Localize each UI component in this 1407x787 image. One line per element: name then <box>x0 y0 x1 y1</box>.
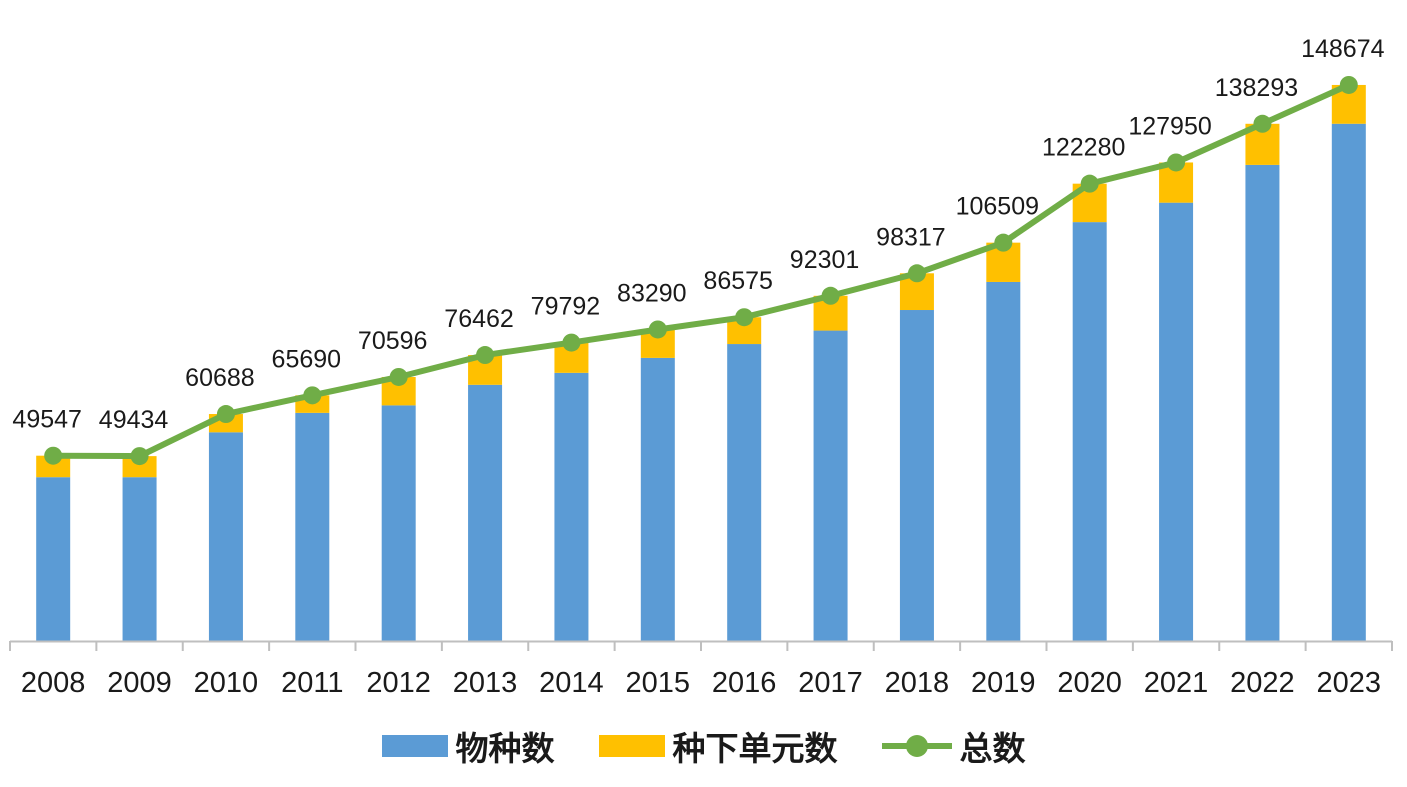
legend-swatch-infraspecific <box>598 735 665 757</box>
x-tick-label-2012: 2012 <box>366 667 431 699</box>
legend-line-total <box>881 732 952 760</box>
total-marker-2017 <box>821 286 840 305</box>
x-tick-label-2022: 2022 <box>1230 667 1295 699</box>
bar-species-2017 <box>813 330 848 641</box>
legend-item-infraspecific: 种下单元数 <box>598 722 838 770</box>
total-marker-2009 <box>130 447 149 466</box>
data-label-2013: 76462 <box>444 305 514 333</box>
data-label-2019: 106509 <box>956 193 1039 221</box>
x-tick-label-2011: 2011 <box>281 667 343 699</box>
data-label-2016: 86575 <box>703 267 773 295</box>
data-label-2011: 65690 <box>272 345 342 373</box>
bar-infraspecific-2008 <box>36 455 71 478</box>
data-label-2021: 127950 <box>1128 112 1211 140</box>
bar-species-2009 <box>122 477 157 641</box>
data-label-2014: 79792 <box>531 293 601 321</box>
data-label-2017: 92301 <box>790 246 860 274</box>
bar-species-2015 <box>640 357 675 641</box>
data-label-2012: 70596 <box>358 327 428 355</box>
x-axis: 2008 2009 2010 2011 2012 2013 2014 2015 2016 2017… <box>9 640 1393 699</box>
total-marker-2020 <box>1080 174 1099 193</box>
data-label-2015: 83290 <box>617 279 687 307</box>
bar-species-2020 <box>1072 222 1107 641</box>
x-tick-label-2014: 2014 <box>539 667 604 699</box>
bar-species-2022 <box>1245 164 1280 641</box>
x-tick-label-2015: 2015 <box>626 667 691 699</box>
bar-infraspecific-2009 <box>122 456 157 478</box>
x-tick-label-2013: 2013 <box>453 667 518 699</box>
legend-swatch-species <box>381 735 448 757</box>
x-tick-label-2018: 2018 <box>885 667 950 699</box>
total-marker-2012 <box>389 367 408 386</box>
total-marker-2016 <box>735 308 754 327</box>
total-marker-2019 <box>994 233 1013 252</box>
bar-species-2013 <box>468 384 503 641</box>
legend-item-total: 总数 <box>881 722 1026 770</box>
bar-species-2019 <box>986 281 1021 641</box>
bar-species-2012 <box>381 405 416 641</box>
data-label-layer: 49547 49434 60688 65690 70596 76462 79792 83290… <box>12 35 1384 434</box>
bar-species-2010 <box>208 432 243 641</box>
stacked-bar-line-chart: 2008 2009 2010 2011 2012 2013 2014 2015 2016 2017… <box>9 35 1393 699</box>
data-label-2022: 138293 <box>1215 74 1298 102</box>
data-label-2020: 122280 <box>1042 134 1125 162</box>
x-tick-label-2021: 2021 <box>1144 667 1209 699</box>
x-tick-label-2010: 2010 <box>194 667 259 699</box>
x-tick-label-2020: 2020 <box>1057 667 1122 699</box>
total-line-layer <box>44 75 1358 466</box>
x-tick-label-2009: 2009 <box>107 667 172 699</box>
x-tick-label-2023: 2023 <box>1317 667 1382 699</box>
total-marker-2013 <box>476 346 495 365</box>
bar-species-2016 <box>727 344 762 641</box>
bar-species-2011 <box>295 412 330 641</box>
total-marker-2023 <box>1339 75 1358 94</box>
legend-label-species: 物种数 <box>455 729 555 768</box>
total-marker-2011 <box>303 386 322 405</box>
x-tick-label-2016: 2016 <box>712 667 777 699</box>
total-marker-2015 <box>648 320 667 339</box>
bar-layer <box>36 84 1366 642</box>
x-tick-label-2008: 2008 <box>21 667 86 699</box>
bar-species-2014 <box>554 372 589 641</box>
bar-species-2008 <box>36 477 71 641</box>
bar-species-2018 <box>899 310 934 641</box>
legend-item-species: 物种数 <box>381 722 555 770</box>
data-label-2010: 60688 <box>185 364 255 392</box>
total-marker-2021 <box>1167 153 1186 172</box>
total-marker-2022 <box>1253 114 1272 133</box>
x-tick-label-2017: 2017 <box>798 667 863 699</box>
x-tick-label-2019: 2019 <box>971 667 1036 699</box>
bar-species-2023 <box>1331 123 1366 642</box>
bar-species-2021 <box>1159 202 1194 641</box>
total-marker-2008 <box>44 446 63 465</box>
data-label-2018: 98317 <box>876 223 946 251</box>
total-marker-2018 <box>907 264 926 283</box>
total-marker-2010 <box>216 405 235 424</box>
legend-label-total: 总数 <box>959 729 1026 768</box>
total-line <box>53 82 1351 460</box>
data-label-2023: 148674 <box>1301 35 1385 63</box>
total-marker-2014 <box>562 333 581 352</box>
data-label-2008: 49547 <box>12 406 82 434</box>
data-label-2009: 49434 <box>99 406 169 434</box>
legend: 物种数 种下单元数 总数 <box>0 722 1407 770</box>
legend-label-infraspecific: 种下单元数 <box>672 729 838 768</box>
